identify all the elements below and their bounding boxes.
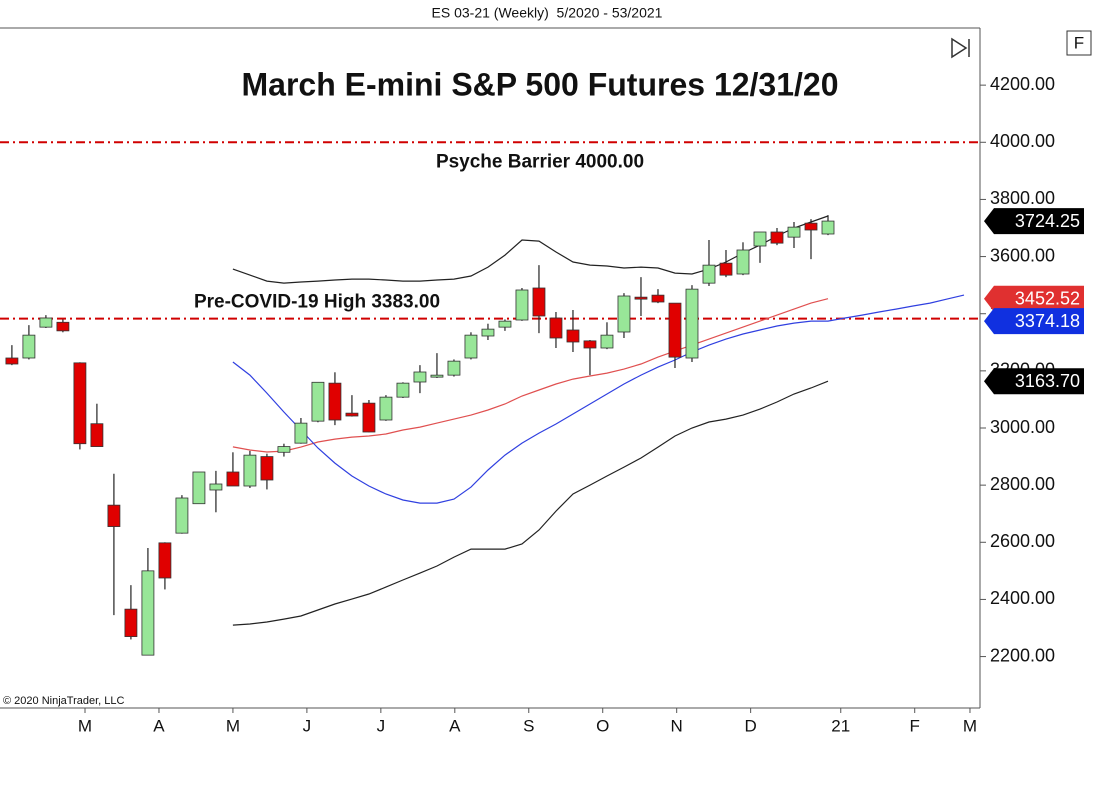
candle-body	[634, 296, 648, 300]
x-tick-label: M	[226, 716, 240, 735]
price-marker-label: 3163.70	[1015, 371, 1080, 391]
y-tick-label: 3800.00	[990, 188, 1055, 208]
indicator-line	[232, 380, 829, 626]
candle-body	[345, 412, 359, 417]
candle-body	[260, 456, 274, 481]
candle-body	[447, 360, 461, 376]
candle-body	[328, 382, 342, 421]
candle-body	[39, 317, 53, 328]
price-marker	[984, 208, 1084, 235]
candle-body	[787, 226, 801, 238]
candle-body	[226, 471, 240, 487]
candle-body	[243, 454, 257, 487]
candle-body	[22, 334, 36, 359]
play-triangle[interactable]	[951, 37, 968, 59]
y-tick-label: 2600.00	[990, 531, 1055, 551]
candle-body	[379, 396, 393, 421]
x-tick-label: A	[153, 716, 165, 735]
candle-body	[685, 288, 699, 359]
y-tick-label: 3000.00	[990, 417, 1055, 437]
candle-body	[141, 570, 155, 656]
candle-body	[532, 287, 546, 317]
indicator-line	[232, 215, 829, 284]
x-tick-label: D	[745, 716, 757, 735]
price-marker	[984, 285, 1084, 312]
y-tick-label: 4000.00	[990, 131, 1055, 151]
candle-body	[294, 422, 308, 444]
x-tick-label: M	[78, 716, 92, 735]
candle-body	[753, 231, 767, 247]
candle-body	[617, 295, 631, 333]
candle-body	[804, 222, 818, 231]
candle-body	[498, 320, 512, 328]
candle-body	[124, 608, 138, 637]
candle-body	[158, 542, 172, 579]
candle-body	[90, 423, 104, 447]
x-tick-label: F	[910, 716, 920, 735]
candle-body	[736, 249, 750, 275]
f-button[interactable]	[1066, 30, 1092, 56]
candle-body	[209, 483, 223, 491]
x-tick-label: J	[377, 716, 386, 735]
x-tick-label: 21	[831, 716, 850, 735]
candle-body	[821, 220, 835, 235]
candle-body	[5, 357, 19, 365]
candle-body	[719, 262, 733, 276]
candle-body	[566, 329, 580, 343]
price-marker	[984, 368, 1084, 395]
candle-body	[481, 328, 495, 337]
price-marker-label: 3724.25	[1015, 211, 1080, 231]
candle-body	[175, 497, 189, 534]
candle-body	[396, 382, 410, 398]
x-tick-label: J	[303, 716, 312, 735]
x-tick-label: S	[523, 716, 534, 735]
candle-body	[413, 371, 427, 383]
y-tick-label: 2400.00	[990, 588, 1055, 608]
candle-body	[583, 340, 597, 349]
reference-label: Pre-COVID-19 High 3383.00	[194, 292, 440, 313]
f-button-label[interactable]: F	[1074, 33, 1084, 52]
y-tick-label: 4200.00	[990, 74, 1055, 94]
candle-body	[277, 446, 291, 453]
price-marker-label: 3374.18	[1015, 311, 1080, 331]
indicator-line	[232, 298, 829, 453]
candle-body	[770, 231, 784, 244]
chart-title: March E-mini S&P 500 Futures 12/31/20	[242, 66, 839, 102]
play-icon[interactable]	[951, 37, 970, 59]
x-tick-label: N	[671, 716, 683, 735]
candle-body	[56, 321, 70, 332]
candle-body	[651, 294, 665, 303]
price-marker	[984, 308, 1084, 335]
candle-body	[600, 334, 614, 349]
copyright: © 2020 NinjaTrader, LLC	[3, 695, 124, 707]
x-tick-label: A	[449, 716, 461, 735]
candle-body	[107, 504, 121, 527]
candle-body	[73, 362, 87, 445]
candle-body	[668, 302, 682, 358]
reference-label: Psyche Barrier 4000.00	[436, 151, 644, 172]
candle-body	[311, 381, 325, 422]
price-marker-label: 3452.52	[1015, 288, 1080, 308]
candle-body	[702, 264, 716, 284]
y-tick-label: 2800.00	[990, 474, 1055, 494]
candle-body	[464, 334, 478, 359]
x-tick-label: O	[596, 716, 609, 735]
candle-body	[515, 289, 529, 321]
candle-body	[549, 317, 563, 339]
candle-body	[362, 402, 376, 433]
candle-body	[192, 471, 206, 505]
indicator-line	[232, 294, 965, 504]
x-tick-label: M	[963, 716, 977, 735]
y-tick-label: 3600.00	[990, 245, 1055, 265]
chart-header: ES 03-21 (Weekly) 5/2020 - 53/2021	[432, 5, 663, 21]
y-tick-label: 2200.00	[990, 645, 1055, 665]
candle-body	[430, 374, 444, 378]
